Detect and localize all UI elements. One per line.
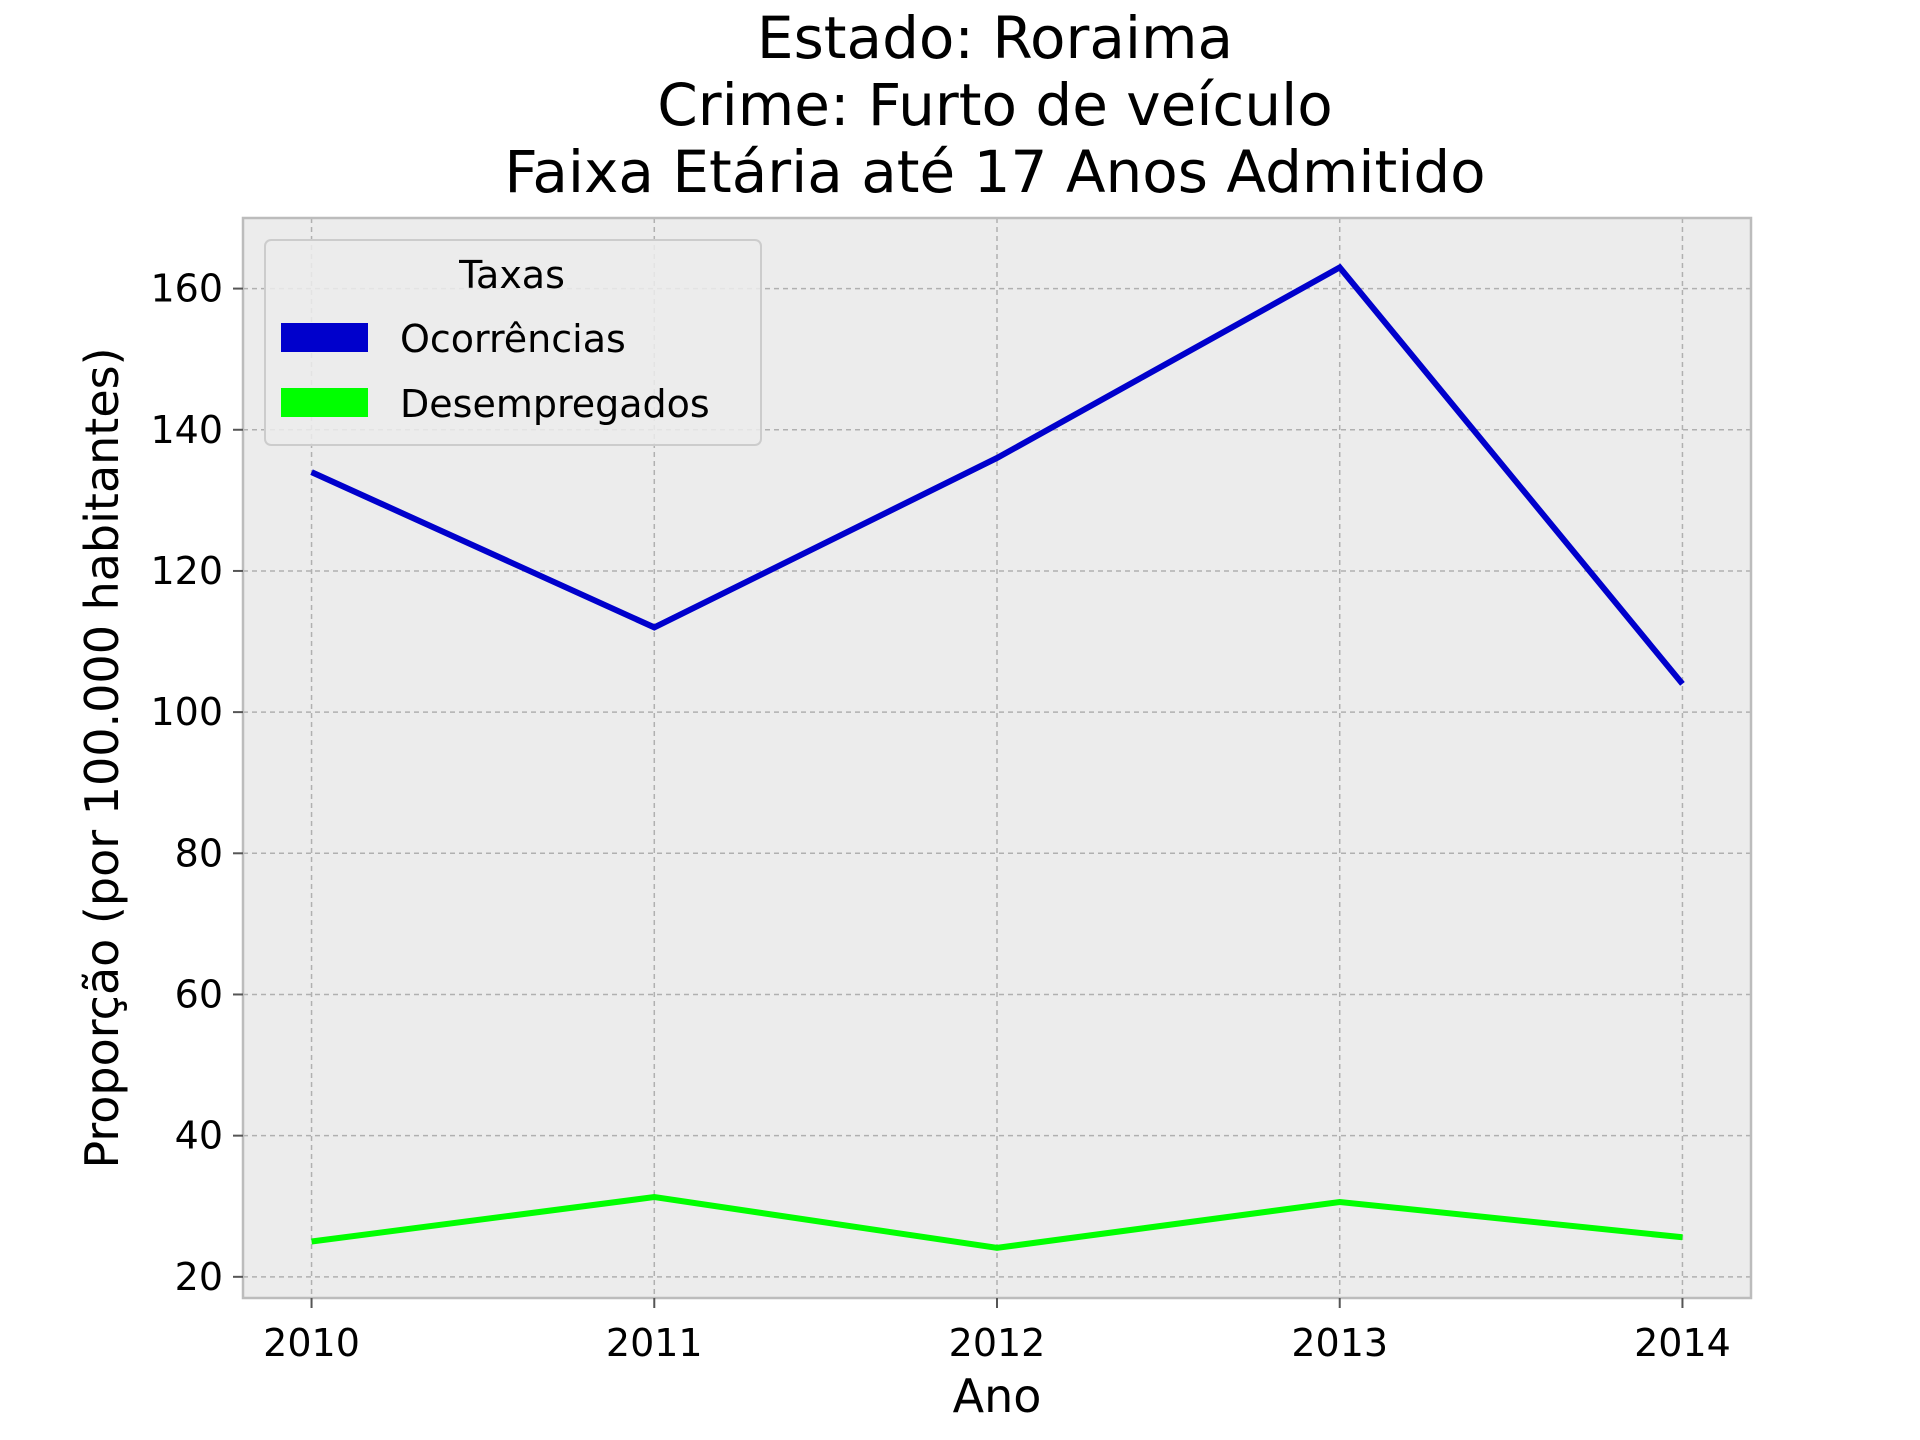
- y-tick-label: 140: [150, 408, 223, 452]
- axis-ticks: 2010 2011 2012 2013 2014 20 40 60 80 100 120 140 160: [150, 267, 1730, 1365]
- chart-title-line-3: Faixa Etária até 17 Anos Admitido: [504, 138, 1485, 206]
- chart-title-line-2: Crime: Furto de veículo: [657, 71, 1332, 139]
- legend-label-ocorrencias: Ocorrências: [400, 317, 626, 361]
- x-tick-label: 2013: [1291, 1321, 1388, 1365]
- x-tick-label: 2010: [263, 1321, 360, 1365]
- legend: Taxas Ocorrências Desempregados: [264, 239, 762, 446]
- legend-box: [264, 239, 762, 446]
- series-lines: [310, 263, 1685, 1251]
- chart-title-line-1: Estado: Roraima: [757, 4, 1233, 72]
- y-tick-label: 80: [175, 831, 223, 875]
- x-axis-label: Ano: [953, 1369, 1042, 1423]
- series-line-desempregados: [311, 1194, 1683, 1251]
- y-tick-label: 40: [175, 1114, 223, 1158]
- y-tick-label: 20: [175, 1255, 223, 1299]
- x-tick-label: 2012: [949, 1321, 1046, 1365]
- x-tick-label: 2011: [606, 1321, 703, 1365]
- legend-title: Taxas: [458, 253, 565, 297]
- legend-label-desempregados: Desempregados: [400, 382, 710, 426]
- y-tick-label: 160: [150, 267, 223, 311]
- legend-swatch-desempregados: [281, 388, 368, 417]
- y-axis-label: Proporção (por 100.000 habitantes): [75, 347, 129, 1168]
- y-tick-label: 100: [150, 690, 223, 734]
- x-tick-label: 2014: [1634, 1321, 1731, 1365]
- y-tick-label: 120: [150, 549, 223, 593]
- y-tick-label: 60: [175, 972, 223, 1016]
- chart-title: Estado: Roraima Crime: Furto de veículo …: [504, 4, 1485, 206]
- legend-swatch-ocorrencias: [281, 323, 368, 352]
- series-line-ocorrencias: [310, 263, 1685, 686]
